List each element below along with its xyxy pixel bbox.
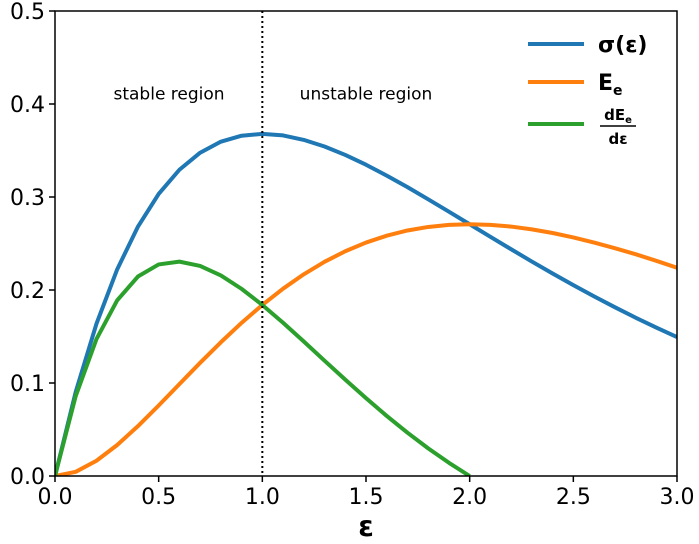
x-tick-label: 0.0 bbox=[38, 485, 73, 510]
x-tick-label: 3.0 bbox=[660, 485, 695, 510]
y-tick-label: 0.4 bbox=[10, 93, 45, 118]
x-tick-label: 1.5 bbox=[349, 485, 384, 510]
x-tick-label: 1.0 bbox=[245, 485, 280, 510]
axes: 0.0 0.5 1.0 1.5 2.0 2.5 3.0 0.0 0.1 0.2 0.3 0.4 0.5 ε bbox=[10, 0, 695, 543]
unstable-region-label: unstable region bbox=[300, 84, 433, 104]
series-line-2 bbox=[55, 259, 471, 476]
x-tick-label: 2.5 bbox=[556, 485, 591, 510]
y-tick-label: 0.1 bbox=[10, 372, 45, 397]
y-tick-label: 0.3 bbox=[10, 186, 45, 211]
series-line-0 bbox=[55, 131, 677, 476]
legend: σ(ε) Ee dEe dε bbox=[528, 33, 648, 148]
legend-label-subscript: e bbox=[625, 115, 632, 126]
stable-region-label: stable region bbox=[113, 84, 224, 104]
y-tick-label: 0.2 bbox=[10, 279, 45, 304]
x-tick-label: 2.0 bbox=[452, 485, 487, 510]
series-line-1 bbox=[55, 222, 677, 476]
legend-label-1: Ee bbox=[598, 71, 623, 99]
x-tick-label: 0.5 bbox=[141, 485, 176, 510]
y-tick-label: 0.0 bbox=[10, 465, 45, 490]
x-axis-label: ε bbox=[358, 510, 374, 543]
legend-label-subscript: e bbox=[613, 83, 623, 99]
legend-label-2-numerator: dEe bbox=[604, 106, 632, 126]
plot-area: stable region unstable region bbox=[55, 11, 677, 476]
y-tick-label: 0.5 bbox=[10, 0, 45, 25]
legend-label-2-denominator: dε bbox=[608, 130, 627, 148]
legend-label-0: σ(ε) bbox=[598, 33, 648, 58]
